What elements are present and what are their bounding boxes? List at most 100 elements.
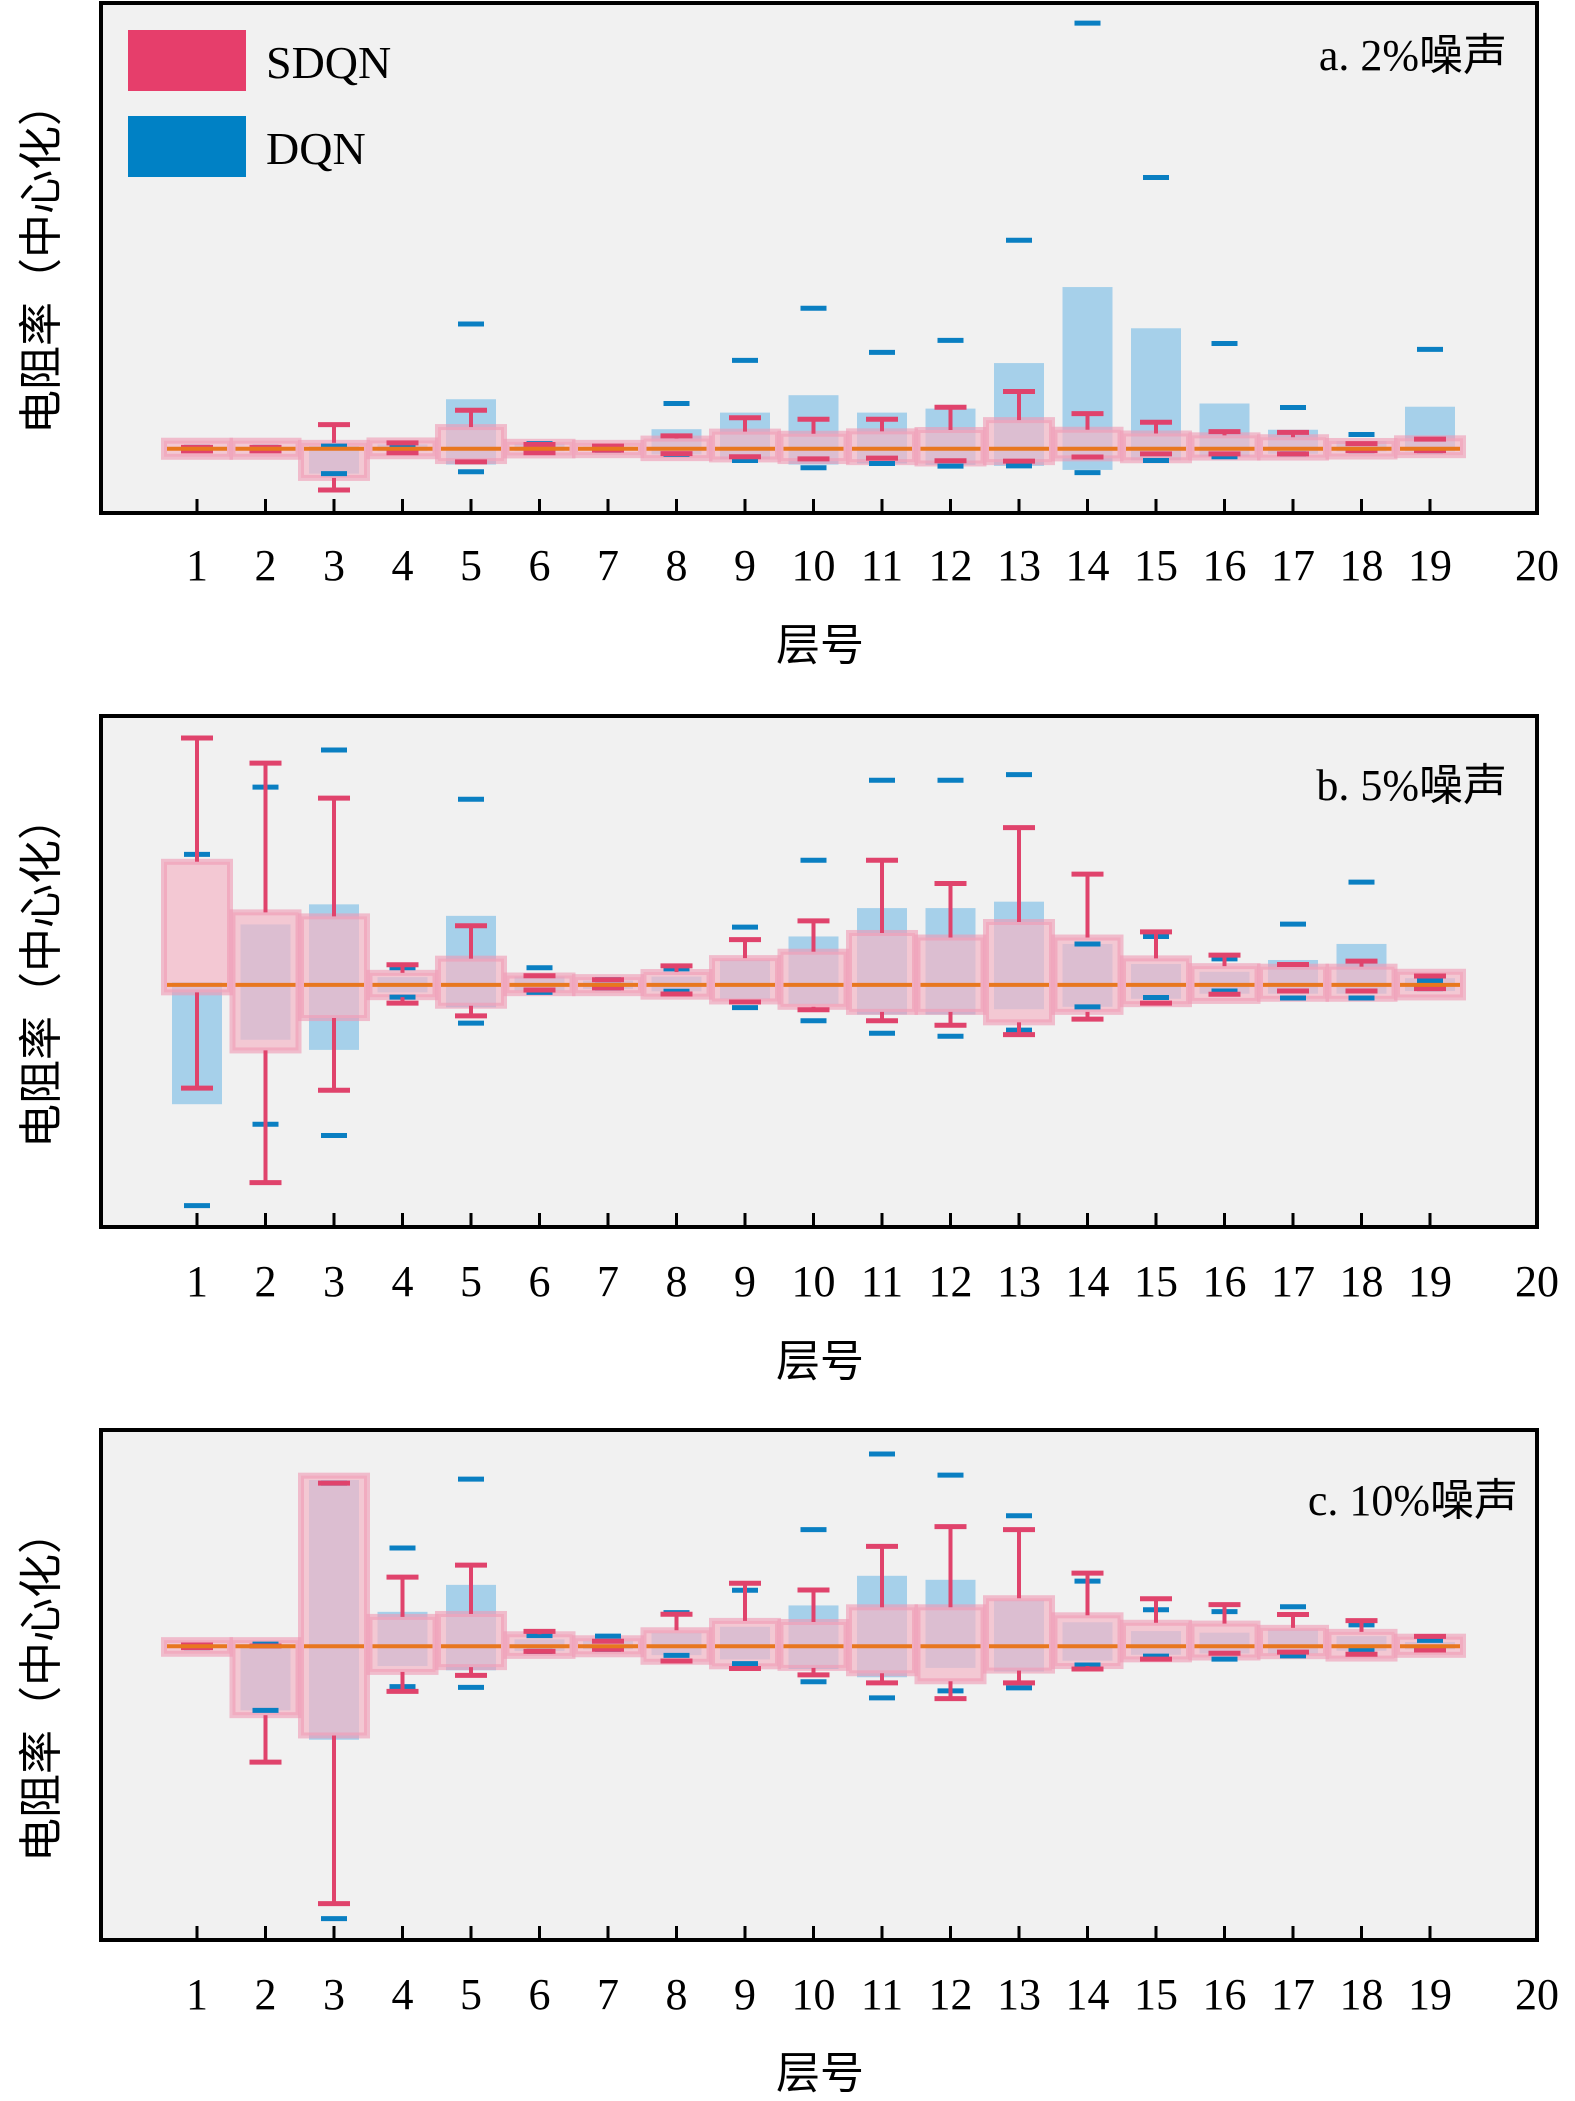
layer-14 xyxy=(1051,871,1124,1022)
layer-2 xyxy=(229,760,302,1186)
x-tick-label: 11 xyxy=(861,1970,903,2019)
layer-19 xyxy=(1394,968,1466,1001)
layer-10 xyxy=(777,857,850,1024)
x-tick-label: 3 xyxy=(323,1970,345,2019)
panel-c: 1 2 3 4 5 6 7 8 9 10 11 12 13 14 15 16 17 18 19 20 c. 10%噪声… xyxy=(16,1428,1559,2099)
x-tick-label: 10 xyxy=(792,1970,836,2019)
layer-9 xyxy=(709,924,781,1011)
panel-label-c: c. 10%噪声 xyxy=(1308,1476,1518,1525)
x-tick-label: 12 xyxy=(929,1970,973,2019)
layer-13 xyxy=(983,237,1055,469)
sdqn-box xyxy=(709,955,781,1005)
x-tick-label: 2 xyxy=(255,1257,277,1306)
layer-15 xyxy=(1120,1596,1192,1663)
layer-12 xyxy=(914,777,987,1039)
x-tick-label: 2 xyxy=(255,1970,277,2019)
sdqn-box xyxy=(229,909,302,1054)
x-tick-label: 8 xyxy=(666,1970,688,2019)
layer-12 xyxy=(914,1472,987,1702)
layer-7 xyxy=(572,1633,644,1658)
x-tick-label: 15 xyxy=(1134,1970,1178,2019)
x-axis-title-c: 层号 xyxy=(776,2048,864,2099)
x-tick-label: 20 xyxy=(1515,1257,1559,1306)
x-tick-label: 16 xyxy=(1203,541,1247,590)
x-axis-title-b: 层号 xyxy=(776,1336,864,1387)
x-tick-label: 7 xyxy=(597,1257,619,1306)
layer-12 xyxy=(914,337,987,469)
layer-2 xyxy=(229,1637,302,1765)
panel-a: 1 2 3 4 5 6 7 8 9 10 11 12 13 14 15 16 17 18 19 20 SDQN DQN… xyxy=(16,1,1559,671)
x-tick-label: 5 xyxy=(460,1970,482,2019)
layer-5 xyxy=(435,1476,507,1690)
legend-swatch-sdqn xyxy=(128,30,246,91)
sdqn-box xyxy=(298,1472,370,1739)
x-tick-label: 6 xyxy=(529,541,551,590)
sdqn-box xyxy=(161,858,233,996)
x-tick-label: 13 xyxy=(997,1257,1041,1306)
layer-7 xyxy=(572,974,644,997)
layer-4 xyxy=(366,437,439,460)
layer-11 xyxy=(846,777,918,1036)
layer-6 xyxy=(503,438,576,459)
x-tick-label: 6 xyxy=(529,1970,551,2019)
layer-3 xyxy=(298,747,370,1139)
x-tick-label: 7 xyxy=(597,541,619,590)
layer-17 xyxy=(1257,1604,1329,1660)
layer-1 xyxy=(161,1637,233,1657)
x-tick-label: 1 xyxy=(186,541,208,590)
box-marks-b xyxy=(161,735,1466,1209)
x-tick-label: 17 xyxy=(1271,1257,1315,1306)
layer-17 xyxy=(1257,405,1329,461)
x-tick-label: 5 xyxy=(460,1257,482,1306)
layer-8 xyxy=(640,1610,713,1665)
x-tick-label: 14 xyxy=(1066,1257,1110,1306)
layer-6 xyxy=(503,1628,576,1659)
x-tick-label: 19 xyxy=(1408,1257,1452,1306)
x-tick-label: 2 xyxy=(255,541,277,590)
x-ticks-a: 1 2 3 4 5 6 7 8 9 10 11 12 13 14 15 16 17 18 19 20 xyxy=(186,499,1559,590)
x-tick-label: 15 xyxy=(1134,1257,1178,1306)
x-ticks-b: 1 2 3 4 5 6 7 8 9 10 11 12 13 14 15 16 17 18 19 20 xyxy=(186,1213,1559,1306)
layer-15 xyxy=(1120,929,1192,1008)
sdqn-box xyxy=(1051,1612,1124,1670)
sdqn-box xyxy=(846,1604,918,1677)
x-tick-label: 16 xyxy=(1203,1257,1247,1306)
x-tick-label: 11 xyxy=(861,1257,903,1306)
x-tick-label: 9 xyxy=(734,1257,756,1306)
layer-19 xyxy=(1394,1633,1466,1658)
x-tick-label: 14 xyxy=(1066,541,1110,590)
x-tick-label: 18 xyxy=(1340,1257,1384,1306)
x-tick-label: 20 xyxy=(1515,541,1559,590)
y-axis-title-a: 电阻率（中心化） xyxy=(16,82,67,434)
layer-16 xyxy=(1188,952,1261,1004)
x-tick-label: 16 xyxy=(1203,1970,1247,2019)
x-tick-label: 1 xyxy=(186,1970,208,2019)
sdqn-box xyxy=(983,1595,1055,1674)
x-tick-label: 5 xyxy=(460,541,482,590)
sdqn-box xyxy=(435,1610,507,1671)
x-tick-label: 20 xyxy=(1515,1970,1559,2019)
sdqn-box xyxy=(1051,934,1124,1015)
sdqn-box xyxy=(298,913,370,1022)
layer-2 xyxy=(229,437,302,460)
layer-3 xyxy=(298,1472,370,1922)
x-tick-label: 4 xyxy=(392,1970,414,2019)
layer-13 xyxy=(983,772,1055,1038)
x-tick-label: 7 xyxy=(597,1970,619,2019)
x-tick-label: 8 xyxy=(666,1257,688,1306)
x-tick-label: 19 xyxy=(1408,1970,1452,2019)
panel-label-b: b. 5%噪声 xyxy=(1316,761,1507,810)
x-tick-label: 17 xyxy=(1271,541,1315,590)
x-tick-label: 18 xyxy=(1340,541,1384,590)
panel-label-a: a. 2%噪声 xyxy=(1319,31,1507,80)
sdqn-box xyxy=(777,948,850,1010)
x-tick-label: 15 xyxy=(1134,541,1178,590)
layer-11 xyxy=(846,1451,918,1701)
x-tick-label: 3 xyxy=(323,1257,345,1306)
box-marks-c xyxy=(161,1451,1466,1922)
layer-4 xyxy=(366,1545,439,1694)
layer-7 xyxy=(572,439,644,459)
sdqn-box xyxy=(914,1604,987,1685)
sdqn-box xyxy=(435,955,507,1009)
